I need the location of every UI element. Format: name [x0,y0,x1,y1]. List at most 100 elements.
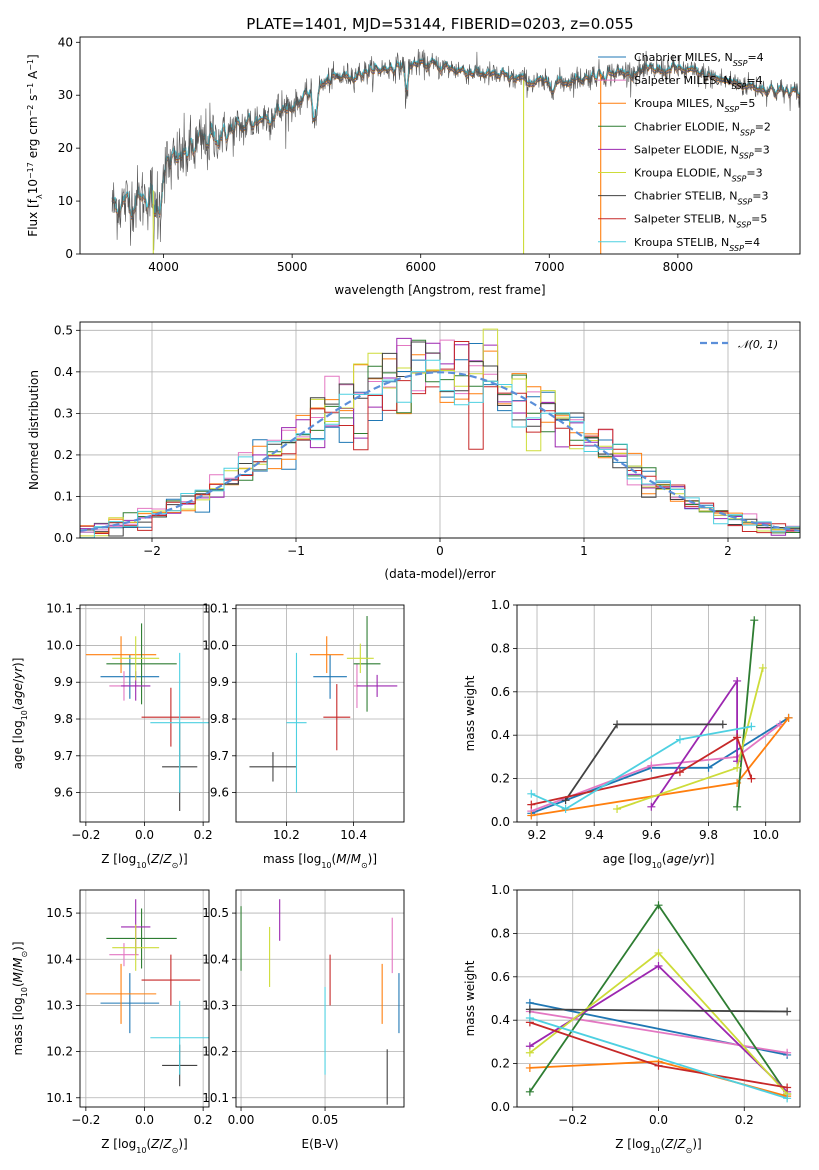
plus-marker [525,1063,534,1072]
y-tick-label: 10.5 [202,906,229,920]
legend: 𝒩(0, 1) [700,338,778,351]
x-axis-label: Z [log10(Z/Z⊙)] [101,1137,187,1155]
legend-label: Chabrier STELIB, NSSP=3 [634,190,768,207]
panel-age_vs_Z: −0.2 0.0 0.2 9.6 9.7 9.8 9.9 10.0 10.1 Z [log10(Z… [11,602,213,870]
panel-spectrum: 4000 5000 6000 7000 8000 0 10 20 30 40 Chabrier MI… [26,35,801,297]
x-tick-label: 0.0 [649,1113,668,1127]
x-tick-label: 10.0 [752,828,779,842]
axes-frame [235,889,405,1108]
plus-marker [527,800,536,809]
plus-marker [783,1048,792,1057]
legend-label: 𝒩(0, 1) [738,338,778,351]
series-line [529,1008,788,1013]
y-tick-label: 1.0 [491,883,510,897]
plus-marker [784,713,793,722]
series-line [531,717,790,817]
x-axis-label: Z [log10(Z/Z⊙)] [101,852,187,870]
y-tick-label: 10.3 [202,998,229,1012]
plus-marker [525,1087,534,1096]
x-tick-label: 0 [436,544,444,558]
y-tick-label: 0.6 [491,685,510,699]
plus-marker [758,663,767,672]
y-tick-label: 0.8 [491,926,510,940]
plus-marker [527,789,536,798]
plus-marker [647,761,656,770]
y-tick-label: 9.7 [210,749,229,763]
plus-marker [747,722,756,731]
x-tick-label: 9.4 [585,828,604,842]
legend-label: Kroupa STELIB, NSSP=4 [634,236,760,253]
plus-marker [733,763,742,772]
y-tick-label: 10.2 [46,1045,73,1059]
y-tick-label: 0.2 [491,772,510,786]
y-axis-label: Flux [fλ10−17 erg cm−2 s−1 A−1] [26,54,44,236]
x-tick-label: 2 [724,544,732,558]
x-tick-label: 10.2 [273,828,300,842]
y-axis-label: mass weight [463,675,477,751]
legend-label: Salpeter ELODIE, NSSP=3 [634,143,770,160]
x-tick-label: −2 [143,544,161,558]
plus-marker [527,811,536,820]
axes-frame [235,604,405,823]
y-axis-label: mass [log10(M/M⊙)] [11,941,29,1055]
y-tick-label: 9.6 [54,786,73,800]
plus-marker [733,676,742,685]
x-tick-label: 6000 [405,260,436,274]
plus-marker [718,720,727,729]
plus-marker [561,804,570,813]
plus-marker [733,733,742,742]
x-tick-label: 0.00 [228,1113,255,1127]
y-tick-label: 10 [58,194,73,208]
panel-mass_vs_Z: −0.2 0.0 0.2 10.1 10.2 10.3 10.4 10.5 Z [log10(Z… [11,889,213,1155]
y-tick-label: 9.6 [210,786,229,800]
x-tick-label: 9.2 [527,828,546,842]
y-tick-label: 10.1 [202,1091,229,1105]
y-tick-label: 0.2 [491,1057,510,1071]
x-tick-label: 4000 [148,260,179,274]
y-tick-label: 10.2 [202,1045,229,1059]
y-tick-label: 0.2 [54,448,73,462]
series-line [736,620,756,807]
x-tick-label: 0.2 [735,1113,754,1127]
axes-frame [79,889,210,1108]
y-tick-label: 9.9 [54,675,73,689]
x-axis-label: E(B-V) [301,1137,338,1151]
y-tick-label: 0.8 [491,641,510,655]
legend-label: Salpeter MILES, NSSP=4 [634,74,763,91]
y-tick-label: 9.8 [54,712,73,726]
y-tick-label: 0.0 [491,815,510,829]
y-tick-label: 0 [65,247,73,261]
y-axis-label: Normed distribution [27,370,41,490]
axes-frame [516,604,801,823]
x-tick-label: 10.4 [340,828,367,842]
series-line [529,1017,788,1100]
y-tick-label: 0.1 [54,489,73,503]
plus-marker [613,720,622,729]
y-tick-label: 9.7 [54,749,73,763]
y-tick-label: 0.4 [54,365,73,379]
series-line [530,723,781,812]
x-tick-label: −0.2 [71,1113,100,1127]
series-line [531,736,753,806]
x-tick-label: 9.6 [642,828,661,842]
x-tick-label: 9.8 [699,828,718,842]
figure-title: PLATE=1401, MJD=53144, FIBERID=0203, z=0… [246,15,633,33]
axes-frame [79,321,801,539]
plus-marker [783,1007,792,1016]
plus-marker [654,901,663,910]
y-tick-label: 9.9 [210,675,229,689]
plus-marker [704,763,713,772]
histogram-step [80,359,800,538]
y-tick-label: 10.1 [46,1091,73,1105]
histogram-step [80,341,800,537]
x-tick-label: 5000 [277,260,308,274]
plus-marker [675,768,684,777]
series-line [530,725,752,811]
plus-marker [783,1083,792,1092]
y-tick-label: 10.4 [46,952,73,966]
plus-marker [783,1094,792,1103]
plus-marker [525,1014,534,1023]
x-tick-label: 7000 [534,260,565,274]
plus-marker [654,948,663,957]
